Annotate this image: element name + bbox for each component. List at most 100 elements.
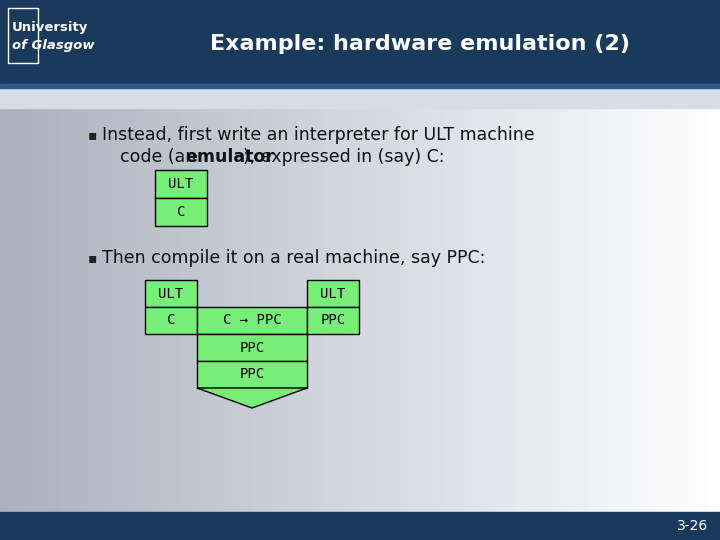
- Bar: [369, 108, 373, 512]
- Bar: [621, 108, 625, 512]
- Bar: [367, 108, 371, 512]
- Bar: [585, 108, 589, 512]
- Bar: [305, 108, 308, 512]
- Bar: [99, 108, 102, 512]
- Bar: [60, 108, 63, 512]
- Bar: [518, 108, 522, 512]
- Bar: [557, 108, 560, 512]
- Bar: [81, 108, 85, 512]
- Bar: [269, 108, 272, 512]
- Bar: [444, 108, 447, 512]
- Bar: [612, 108, 616, 512]
- Bar: [252, 108, 256, 512]
- Bar: [348, 108, 351, 512]
- Bar: [439, 108, 443, 512]
- Bar: [149, 108, 152, 512]
- Bar: [423, 108, 426, 512]
- Bar: [495, 108, 498, 512]
- Bar: [180, 108, 184, 512]
- Bar: [168, 108, 171, 512]
- Bar: [610, 108, 613, 512]
- Bar: [132, 108, 135, 512]
- Bar: [72, 108, 76, 512]
- Bar: [430, 108, 433, 512]
- Bar: [523, 108, 526, 512]
- Bar: [446, 108, 450, 512]
- Bar: [158, 108, 162, 512]
- Bar: [254, 108, 258, 512]
- Bar: [261, 108, 265, 512]
- Bar: [178, 108, 181, 512]
- Bar: [41, 108, 44, 512]
- Bar: [156, 108, 159, 512]
- Bar: [182, 108, 186, 512]
- Bar: [204, 108, 207, 512]
- Text: PPC: PPC: [320, 314, 346, 327]
- Bar: [106, 108, 109, 512]
- Bar: [646, 108, 649, 512]
- Bar: [377, 108, 380, 512]
- Bar: [490, 108, 493, 512]
- Bar: [689, 108, 692, 512]
- Bar: [238, 108, 241, 512]
- Bar: [36, 108, 40, 512]
- Bar: [297, 108, 301, 512]
- Bar: [197, 334, 307, 361]
- Bar: [547, 108, 551, 512]
- Bar: [619, 108, 623, 512]
- Bar: [19, 108, 22, 512]
- Bar: [43, 108, 47, 512]
- Bar: [603, 108, 606, 512]
- Bar: [139, 108, 143, 512]
- Bar: [626, 108, 630, 512]
- Bar: [218, 108, 222, 512]
- Bar: [708, 108, 711, 512]
- Bar: [113, 108, 116, 512]
- Bar: [142, 108, 145, 512]
- Bar: [202, 108, 205, 512]
- Bar: [418, 108, 421, 512]
- Bar: [499, 108, 503, 512]
- Bar: [581, 108, 584, 512]
- Bar: [590, 108, 594, 512]
- Bar: [571, 108, 575, 512]
- Bar: [538, 108, 541, 512]
- Bar: [639, 108, 642, 512]
- Bar: [346, 108, 349, 512]
- Bar: [441, 108, 445, 512]
- Bar: [466, 108, 469, 512]
- Bar: [286, 108, 289, 512]
- Bar: [526, 108, 529, 512]
- Bar: [257, 108, 260, 512]
- Bar: [0, 512, 720, 540]
- Bar: [650, 108, 654, 512]
- Bar: [86, 108, 90, 512]
- Text: Then compile it on a real machine, say PPC:: Then compile it on a real machine, say P…: [102, 249, 485, 267]
- Bar: [353, 108, 356, 512]
- Text: Instead, first write an interpreter for ULT machine: Instead, first write an interpreter for …: [102, 126, 535, 144]
- Bar: [70, 108, 73, 512]
- Bar: [653, 108, 656, 512]
- Bar: [50, 108, 54, 512]
- Bar: [0, 0, 720, 88]
- Bar: [12, 108, 15, 512]
- Bar: [711, 108, 714, 512]
- Bar: [214, 108, 217, 512]
- Bar: [549, 108, 553, 512]
- Bar: [0, 108, 4, 512]
- Bar: [660, 108, 663, 512]
- Bar: [127, 108, 130, 512]
- Text: ULT: ULT: [320, 287, 346, 300]
- Bar: [329, 108, 332, 512]
- Bar: [110, 108, 114, 512]
- Bar: [437, 108, 440, 512]
- Bar: [713, 108, 716, 512]
- Bar: [382, 108, 385, 512]
- Bar: [5, 108, 8, 512]
- Bar: [617, 108, 620, 512]
- Bar: [155, 198, 207, 226]
- Bar: [333, 108, 337, 512]
- Bar: [451, 108, 454, 512]
- Bar: [374, 108, 378, 512]
- Bar: [459, 108, 462, 512]
